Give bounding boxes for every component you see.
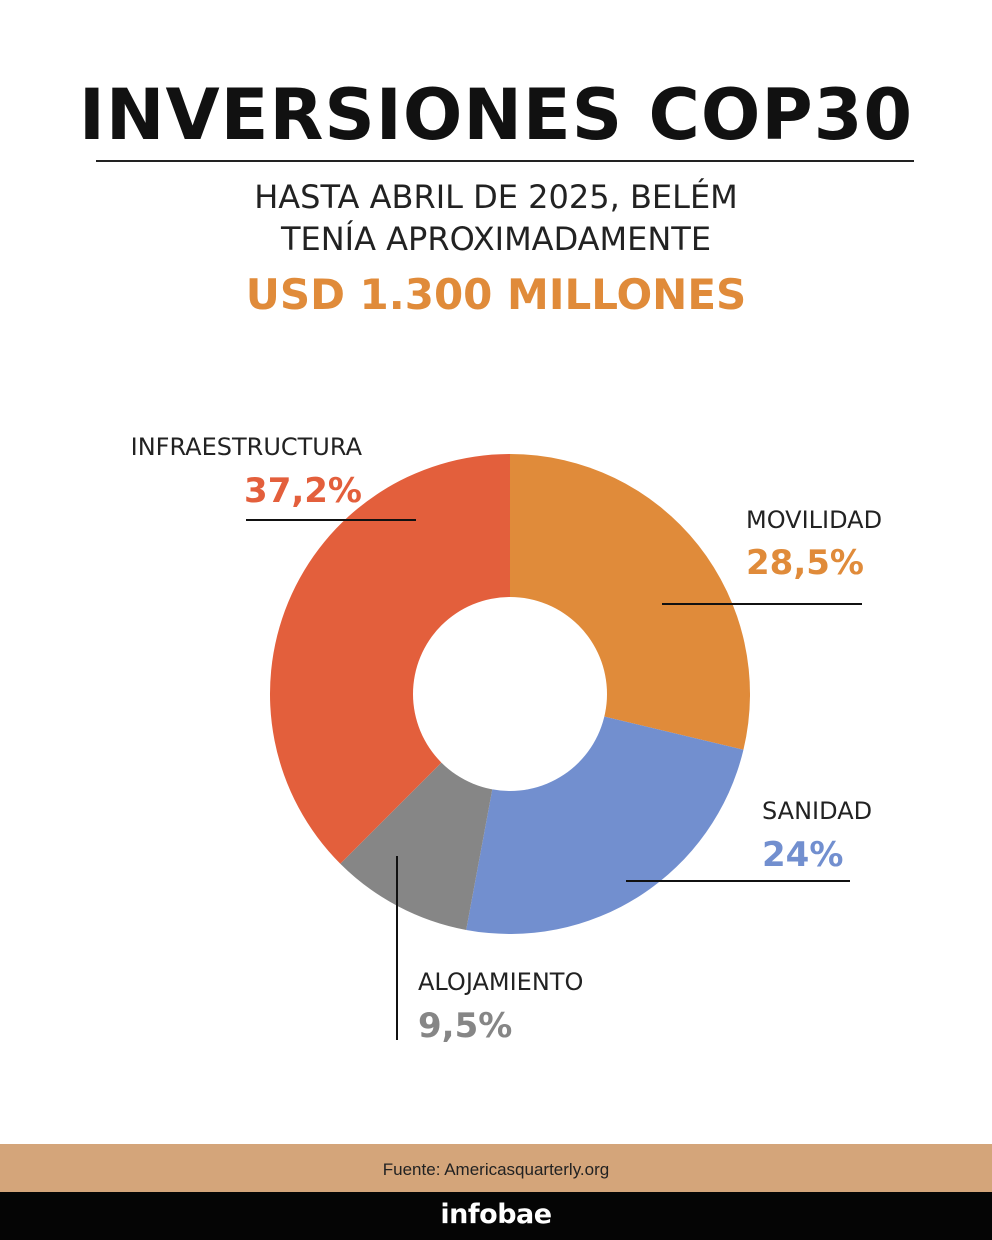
highlight-amount: USD 1.300 MILLONES	[245, 270, 747, 319]
value-label-sanidad: 24%	[762, 835, 843, 875]
title-divider	[96, 160, 914, 162]
slice-infraestructura	[269, 453, 510, 864]
category-label-sanidad: SANIDAD	[762, 797, 872, 825]
category-label-infraestructura: INFRAESTRUCTURA	[131, 433, 363, 461]
subtitle-line-1: HASTA ABRIL DE 2025, BELÉM	[254, 178, 738, 216]
value-label-alojamiento: 9,5%	[418, 1006, 512, 1046]
donut-chart: MOVILIDAD 28,5% SANIDAD 24% ALOJAMIENTO 9,5% I…	[131, 433, 882, 1046]
value-label-movilidad: 28,5%	[746, 543, 864, 583]
donut-hole	[413, 597, 607, 791]
brand-logo: infobae	[0, 1192, 992, 1240]
leader-lines	[246, 519, 862, 1040]
category-label-movilidad: MOVILIDAD	[746, 506, 882, 534]
value-label-infraestructura: 37,2%	[244, 471, 362, 511]
chart-title: INVERSIONES COP30	[78, 74, 914, 156]
slice-labels: MOVILIDAD 28,5% SANIDAD 24% ALOJAMIENTO 9,5% I…	[131, 433, 882, 1046]
subtitle-line-2: TENÍA APROXIMADAMENTE	[280, 220, 712, 258]
source-note: Fuente: Americasquarterly.org	[0, 1144, 992, 1192]
category-label-alojamiento: ALOJAMIENTO	[418, 968, 583, 996]
